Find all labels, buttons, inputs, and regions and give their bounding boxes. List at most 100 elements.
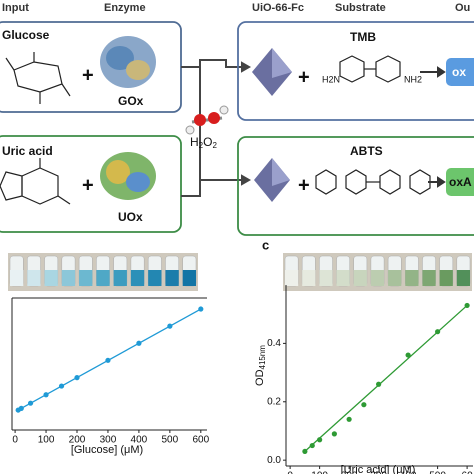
vial-liquid <box>165 270 179 286</box>
point <box>27 400 34 406</box>
vial-liquid <box>336 270 350 286</box>
x-tick-label: 400 <box>400 471 417 474</box>
arrow <box>420 66 446 188</box>
output-label: ox <box>452 65 466 79</box>
vial-liquid <box>96 270 110 286</box>
x-tick-label: 300 <box>100 435 117 446</box>
y-label-main: OD <box>254 369 266 386</box>
molecule <box>5 52 71 104</box>
box <box>237 21 474 121</box>
x-tick-label: 0 <box>12 435 18 446</box>
plus: + <box>298 174 310 196</box>
box <box>237 136 474 236</box>
point <box>309 442 315 449</box>
panel-label: c <box>262 237 269 252</box>
enzyme-label: GOx <box>118 94 144 108</box>
header: Input <box>2 2 29 14</box>
header: UiO-66-Fc <box>252 2 304 14</box>
x-tick-label: 600 <box>192 435 209 446</box>
vial-liquid <box>456 270 470 286</box>
photo <box>8 253 472 291</box>
vial-liquid <box>61 270 76 286</box>
point <box>198 306 204 312</box>
molecule <box>315 55 431 195</box>
point <box>405 352 411 358</box>
vial-liquid <box>285 270 299 286</box>
plus: + <box>82 174 94 196</box>
point <box>74 375 80 381</box>
x-tick-label: 200 <box>69 435 86 446</box>
point <box>18 405 24 411</box>
x-tick-label: 500 <box>162 435 179 446</box>
point <box>376 381 382 387</box>
input-label: Uric acid <box>2 144 53 158</box>
box <box>0 135 182 233</box>
point <box>361 402 367 408</box>
vial-liquid <box>302 270 316 286</box>
substrate-label: ABTS <box>350 144 383 158</box>
x-tick-label: 200 <box>341 471 358 474</box>
input-label: Glucose <box>2 28 50 42</box>
point <box>331 431 337 437</box>
vial-liquid <box>44 270 58 286</box>
point <box>136 340 142 346</box>
output-box <box>446 168 474 196</box>
y-tick-label: 0.2 <box>267 396 281 407</box>
x-tick-label: 500 <box>429 471 446 474</box>
point <box>167 323 173 329</box>
atom-label: H2N <box>322 74 340 84</box>
h2o2-part: 2 <box>212 141 217 150</box>
vial-liquid <box>113 270 127 286</box>
substrate-label: TMB <box>350 30 376 44</box>
x-tick-label: 0 <box>287 471 293 474</box>
point <box>317 437 323 443</box>
vial-liquid <box>439 270 453 286</box>
plus: + <box>82 64 94 86</box>
vial-liquid <box>370 270 385 286</box>
h2o2-part: O <box>203 135 212 149</box>
enzyme-label: UOx <box>118 210 143 224</box>
vial-liquid <box>148 270 162 286</box>
vial-liquid <box>353 270 367 286</box>
vial-liquid <box>10 270 24 286</box>
point <box>435 329 441 335</box>
vial-liquid <box>319 270 333 286</box>
x-tick-label: 100 <box>311 471 328 474</box>
vial-liquid <box>388 270 402 286</box>
h2o2-part: H <box>190 135 199 149</box>
connector <box>181 59 252 197</box>
vial-liquid <box>79 270 93 286</box>
atom-label: NH2 <box>404 74 422 84</box>
x-tick-label: 400 <box>131 435 148 446</box>
vial-liquid <box>422 270 436 286</box>
point <box>302 448 308 455</box>
y-axis-label: OD415nm <box>254 345 267 386</box>
vial-liquid <box>27 270 41 286</box>
y-tick-label: 0.4 <box>267 338 281 349</box>
mof-crystal <box>252 48 292 202</box>
vial-liquid <box>182 270 196 286</box>
x-tick-label: 60 <box>462 471 474 474</box>
y-label-sub: 415nm <box>258 345 267 370</box>
x-axis-label: [Glucose] (μM) <box>71 444 143 456</box>
fit-line <box>304 304 468 452</box>
h2o2-label: H2O2 <box>190 135 217 150</box>
y-tick-label: 0.0 <box>267 455 281 466</box>
output-box <box>446 58 474 86</box>
point <box>346 416 352 422</box>
molecule <box>0 158 71 205</box>
output-label: oxA <box>449 175 472 189</box>
enzyme <box>100 36 156 200</box>
x-tick-label: 300 <box>370 471 387 474</box>
plus: + <box>298 66 310 88</box>
point <box>105 357 111 363</box>
vial-liquid <box>405 270 419 286</box>
vial-liquid <box>130 270 145 286</box>
h2o2-part: 2 <box>199 141 204 150</box>
header: Enzyme <box>104 2 146 14</box>
point <box>58 383 65 389</box>
x-axis-label: [Uric acid] (μM) <box>341 464 416 474</box>
header: Ou <box>455 2 470 14</box>
header: Substrate <box>335 2 386 14</box>
